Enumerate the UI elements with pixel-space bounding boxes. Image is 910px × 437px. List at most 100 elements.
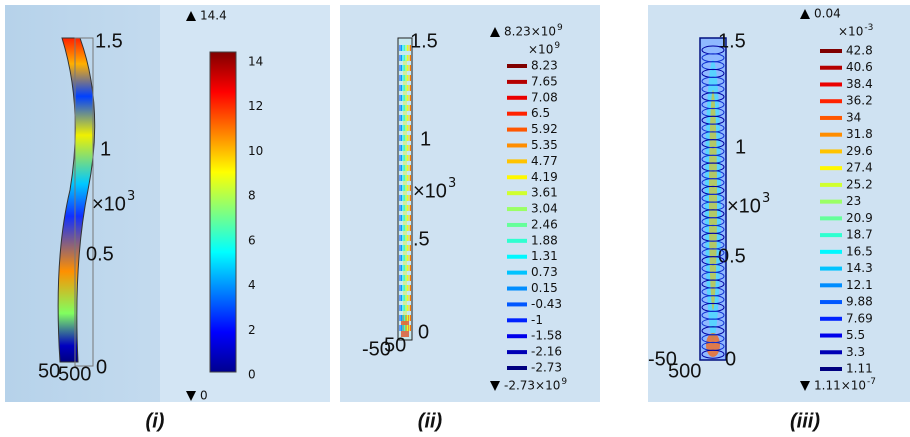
legend-label: 9.88 xyxy=(846,295,873,309)
legend-swatch xyxy=(507,239,527,243)
legend-swatch xyxy=(820,317,842,321)
legend-label: -1 xyxy=(531,313,543,327)
min-label: 0 xyxy=(200,389,208,403)
axis-label: 0 xyxy=(96,356,107,378)
legend-swatch xyxy=(820,183,842,187)
axis-exponent: 3 xyxy=(762,191,770,206)
legend-swatch xyxy=(820,133,842,137)
legend-label: 20.9 xyxy=(846,211,873,225)
legend-background xyxy=(160,5,330,402)
color-bar xyxy=(210,52,236,372)
axis-label: 1 xyxy=(420,128,431,150)
legend-label: 10 xyxy=(248,144,263,158)
axis-label: 50 xyxy=(384,334,406,356)
legend-label: 3.61 xyxy=(531,186,558,200)
axis-label: 1.5 xyxy=(410,30,438,52)
legend-swatch xyxy=(507,143,527,147)
legend-label: 3.04 xyxy=(531,202,558,216)
legend-swatch xyxy=(820,66,842,70)
panel-caption: (iii) xyxy=(790,410,820,432)
legend-swatch xyxy=(507,255,527,259)
scale-exponent: -3 xyxy=(864,23,873,33)
axis-multiplier: ×10 xyxy=(413,180,447,202)
legend-label: 42.8 xyxy=(846,44,873,58)
legend-swatch xyxy=(507,318,527,322)
legend-label: 14.3 xyxy=(846,261,873,275)
scale-multiplier: ×10 xyxy=(528,43,553,57)
legend-label: 7.08 xyxy=(531,90,558,104)
legend-swatch xyxy=(507,191,527,195)
legend-swatch xyxy=(507,96,527,100)
legend-label: 12.1 xyxy=(846,278,873,292)
legend-label: 7.69 xyxy=(846,311,873,325)
legend-swatch xyxy=(507,128,527,132)
axis-label: 500 xyxy=(668,360,701,382)
legend-swatch xyxy=(507,302,527,306)
legend-swatch xyxy=(820,166,842,170)
min-exponent: -7 xyxy=(867,377,876,387)
axis-label: 50 xyxy=(38,360,60,382)
axis-label: 0 xyxy=(418,321,429,343)
legend-label: 12 xyxy=(248,99,263,113)
legend-label: 6 xyxy=(248,233,256,247)
axis-label: 0.5 xyxy=(86,243,114,265)
legend-label: 0.15 xyxy=(531,281,558,295)
legend-swatch xyxy=(507,112,527,116)
legend-label: 8 xyxy=(248,189,256,203)
legend-label: 40.6 xyxy=(846,60,873,74)
legend-swatch xyxy=(820,149,842,153)
legend-swatch xyxy=(820,233,842,237)
panel-caption: (ii) xyxy=(418,410,443,432)
legend-swatch xyxy=(507,223,527,227)
legend-swatch xyxy=(507,287,527,291)
legend-swatch xyxy=(820,82,842,86)
legend-label: 2.46 xyxy=(531,217,558,231)
legend-swatch xyxy=(820,267,842,271)
scale-exponent: 9 xyxy=(554,41,560,51)
legend-swatch xyxy=(820,250,842,254)
column-base xyxy=(706,333,720,357)
panel-caption: (i) xyxy=(146,410,165,432)
legend-swatch xyxy=(507,175,527,179)
figure: 1.51×1030.550500014.4014121086420(i)1.51… xyxy=(0,0,910,437)
max-label: 14.4 xyxy=(200,9,227,23)
legend-swatch xyxy=(507,334,527,338)
axis-label: 500 xyxy=(58,363,91,385)
legend-label: 1.31 xyxy=(531,249,558,263)
legend-swatch xyxy=(820,49,842,53)
legend-swatch xyxy=(820,116,842,120)
legend-swatch xyxy=(507,207,527,211)
legend-swatch xyxy=(507,159,527,163)
legend-label: 5.92 xyxy=(531,122,558,136)
legend-swatch xyxy=(507,64,527,68)
min-exponent: 9 xyxy=(561,377,567,387)
legend-swatch xyxy=(507,80,527,84)
legend-label: 0 xyxy=(248,368,256,382)
scale-multiplier: ×10 xyxy=(838,25,863,39)
axis-multiplier: ×10 xyxy=(727,195,761,217)
legend-label: 4.19 xyxy=(531,170,558,184)
legend-label: 18.7 xyxy=(846,228,873,242)
legend-swatch xyxy=(820,200,842,204)
legend-label: 7.65 xyxy=(531,74,558,88)
legend-label: 25.2 xyxy=(846,177,873,191)
legend-swatch xyxy=(820,367,842,371)
legend-label: 8.23 xyxy=(531,59,558,73)
axis-label: 1.5 xyxy=(718,30,746,52)
axis-label: 1 xyxy=(100,138,111,160)
legend-swatch xyxy=(820,300,842,304)
legend-swatch xyxy=(820,283,842,287)
max-label: 8.23×10 xyxy=(504,25,556,39)
min-label: -2.73×10 xyxy=(504,379,560,393)
legend-label: 29.6 xyxy=(846,144,873,158)
legend-swatch xyxy=(507,271,527,275)
legend-swatch xyxy=(820,99,842,103)
legend-label: 23 xyxy=(846,194,861,208)
min-label: 1.11×10 xyxy=(814,379,866,393)
axis-label: 0.5 xyxy=(718,245,746,267)
legend-label: 1.88 xyxy=(531,233,558,247)
column-core xyxy=(709,90,717,310)
legend-label: 4 xyxy=(248,278,256,292)
legend-label: 27.4 xyxy=(846,161,873,175)
legend-label: 16.5 xyxy=(846,244,873,258)
